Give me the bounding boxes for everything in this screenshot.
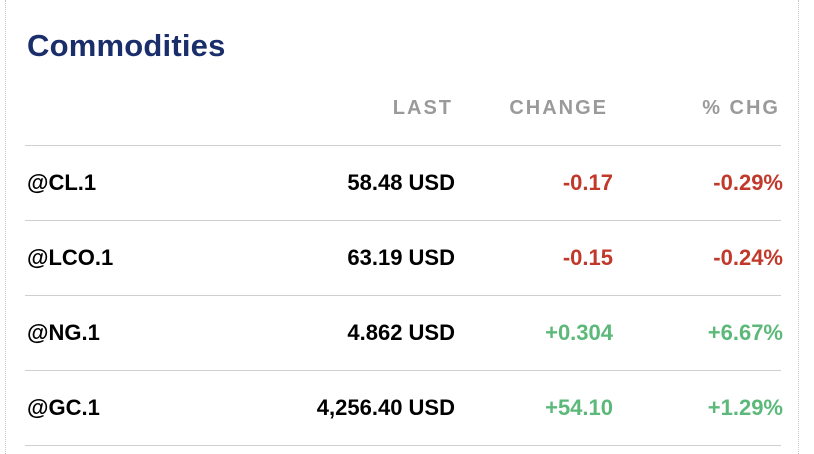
commodities-table: @CL.1 58.48 USD -0.17 -0.29% @LCO.1 63.1… <box>25 145 783 446</box>
commodities-card: Commodities LAST CHANGE % CHG @CL.1 58.4… <box>5 0 799 454</box>
pct-change-value: +1.29% <box>707 395 783 420</box>
table-row[interactable]: @GC.1 4,256.40 USD +54.10 +1.29% <box>25 370 783 446</box>
pct-change-value: -0.24% <box>713 245 783 270</box>
column-header-change: CHANGE <box>509 97 608 119</box>
last-price: 63.19 USD <box>347 245 455 270</box>
last-price: 58.48 USD <box>347 170 455 195</box>
change-value: +54.10 <box>545 395 613 420</box>
table-row[interactable]: @CL.1 58.48 USD -0.17 -0.29% <box>25 145 783 220</box>
symbol-link[interactable]: @NG.1 <box>27 320 100 345</box>
card-title: Commodities <box>27 28 226 63</box>
symbol-link[interactable]: @CL.1 <box>27 170 97 195</box>
pct-change-value: +6.67% <box>707 320 783 345</box>
pct-change-value: -0.29% <box>713 170 783 195</box>
change-value: -0.15 <box>562 245 613 270</box>
column-header-pct-chg: % CHG <box>702 97 780 119</box>
change-value: +0.304 <box>545 320 613 345</box>
change-value: -0.17 <box>562 170 613 195</box>
table-header: LAST CHANGE % CHG <box>6 97 798 127</box>
last-price: 4.862 USD <box>347 320 455 345</box>
column-header-last: LAST <box>392 97 453 119</box>
table-row[interactable]: @NG.1 4.862 USD +0.304 +6.67% <box>25 295 783 370</box>
symbol-link[interactable]: @GC.1 <box>27 395 100 420</box>
table-row[interactable]: @LCO.1 63.19 USD -0.15 -0.24% <box>25 220 783 295</box>
last-price: 4,256.40 USD <box>316 395 455 420</box>
symbol-link[interactable]: @LCO.1 <box>27 245 114 270</box>
